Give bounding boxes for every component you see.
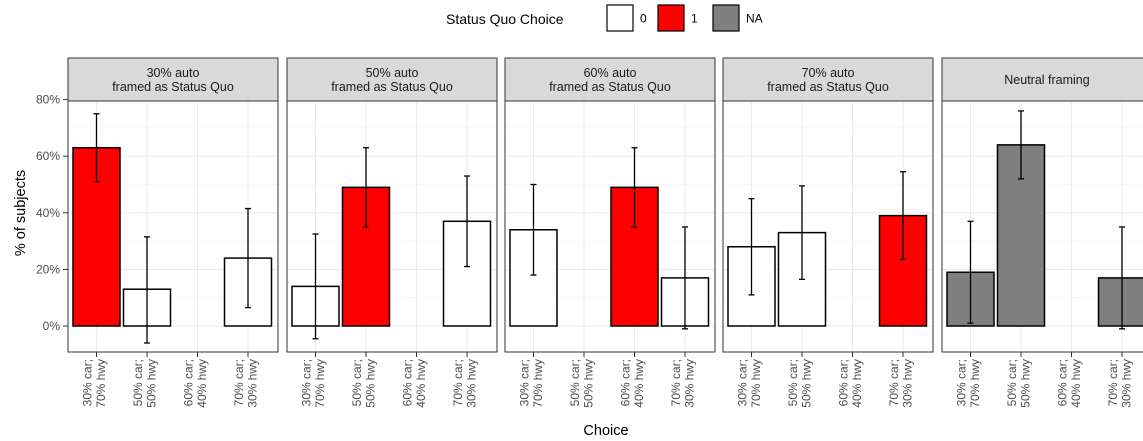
x-tick-label: 50% hwy [364, 359, 378, 408]
x-tick-label: 30% hwy [246, 359, 260, 408]
x-tick-label: 60% car; [182, 359, 196, 406]
facet-title: 30% auto [147, 66, 200, 80]
x-tick-label: 70% hwy [313, 359, 327, 408]
x-tick-label: 30% hwy [465, 359, 479, 408]
facet-strip [67, 57, 279, 102]
facet-strip [286, 57, 498, 102]
x-tick-label: 60% car; [619, 359, 633, 406]
facet-title: 60% auto [584, 66, 637, 80]
x-tick-label: 70% car; [232, 359, 246, 406]
legend-label-0: 0 [640, 12, 647, 26]
x-tick-label: 70% car; [451, 359, 465, 406]
x-tick-label: 60% car; [1056, 359, 1070, 406]
x-tick-label: 50% hwy [1019, 359, 1033, 408]
x-tick-label: 60% car; [837, 359, 851, 406]
panel-border [504, 100, 716, 353]
x-tick-label: 50% car; [786, 359, 800, 406]
x-tick-label: 40% hwy [1069, 359, 1083, 408]
legend: Status Quo Choice 0 1 NA [446, 4, 763, 32]
x-tick-label: 70% car; [1106, 359, 1120, 406]
legend-title: Status Quo Choice [446, 11, 564, 27]
x-tick-label: 60% car; [401, 359, 415, 406]
x-tick-label: 40% hwy [195, 359, 209, 408]
facet-title: 50% auto [366, 66, 419, 80]
legend-label-1: 1 [691, 12, 698, 26]
x-tick-label: 50% car; [350, 359, 364, 406]
y-tick-label: 0% [43, 319, 61, 333]
x-tick-label: 70% car; [887, 359, 901, 406]
panel-border [67, 100, 279, 353]
x-tick-label: 50% hwy [800, 359, 814, 408]
facet-strip [722, 57, 934, 102]
x-tick-label: 30% car; [955, 359, 969, 406]
x-tick-label: 30% hwy [1120, 359, 1134, 408]
facet-title: Neutral framing [1004, 73, 1089, 87]
legend-swatch-0 [606, 4, 634, 32]
legend-label-NA: NA [746, 12, 763, 26]
x-tick-label: 30% car; [736, 359, 750, 406]
x-tick-label: 30% car; [81, 359, 95, 406]
x-axis-title: Choice [583, 423, 628, 439]
y-tick-label: 40% [36, 206, 60, 220]
facet-title: framed as Status Quo [549, 80, 671, 94]
bar [1097, 277, 1143, 327]
panel-border [941, 100, 1143, 353]
x-tick-label: 30% hwy [901, 359, 915, 408]
facet-panel-5: Neutral framing 30% car; 70% hwy 50% car; 50… [941, 57, 1143, 408]
y-tick-label: 20% [36, 262, 60, 276]
x-tick-label: 70% hwy [749, 359, 763, 408]
facet-title: framed as Status Quo [331, 80, 453, 94]
x-tick-label: 40% hwy [632, 359, 646, 408]
x-tick-label: 30% car; [518, 359, 532, 406]
panel-border [722, 100, 934, 353]
x-tick-label: 30% hwy [683, 359, 697, 408]
legend-swatch-1 [657, 4, 685, 32]
y-tick-label: 60% [36, 149, 60, 163]
x-tick-label: 50% car; [1005, 359, 1019, 406]
facet-title: framed as Status Quo [112, 80, 234, 94]
x-tick-label: 70% hwy [968, 359, 982, 408]
facet-title: 70% auto [802, 66, 855, 80]
y-axis: 0% 20% 40% 60% 80% [36, 93, 68, 333]
y-axis-title: % of subjects [13, 170, 29, 256]
panel-border [286, 100, 498, 353]
x-tick-label: 70% car; [669, 359, 683, 406]
x-tick-label: 30% car; [300, 359, 314, 406]
facet-title: framed as Status Quo [767, 80, 889, 94]
x-tick-label: 50% hwy [582, 359, 596, 408]
x-tick-label: 50% car; [131, 359, 145, 406]
x-tick-label: 50% hwy [145, 359, 159, 408]
legend-swatch-NA [712, 4, 740, 32]
facet-strip [504, 57, 716, 102]
x-tick-label: 40% hwy [414, 359, 428, 408]
x-tick-label: 70% hwy [94, 359, 108, 408]
x-tick-label: 70% hwy [531, 359, 545, 408]
x-tick-label: 40% hwy [850, 359, 864, 408]
x-tick-label: 50% car; [568, 359, 582, 406]
y-tick-label: 80% [36, 93, 60, 107]
